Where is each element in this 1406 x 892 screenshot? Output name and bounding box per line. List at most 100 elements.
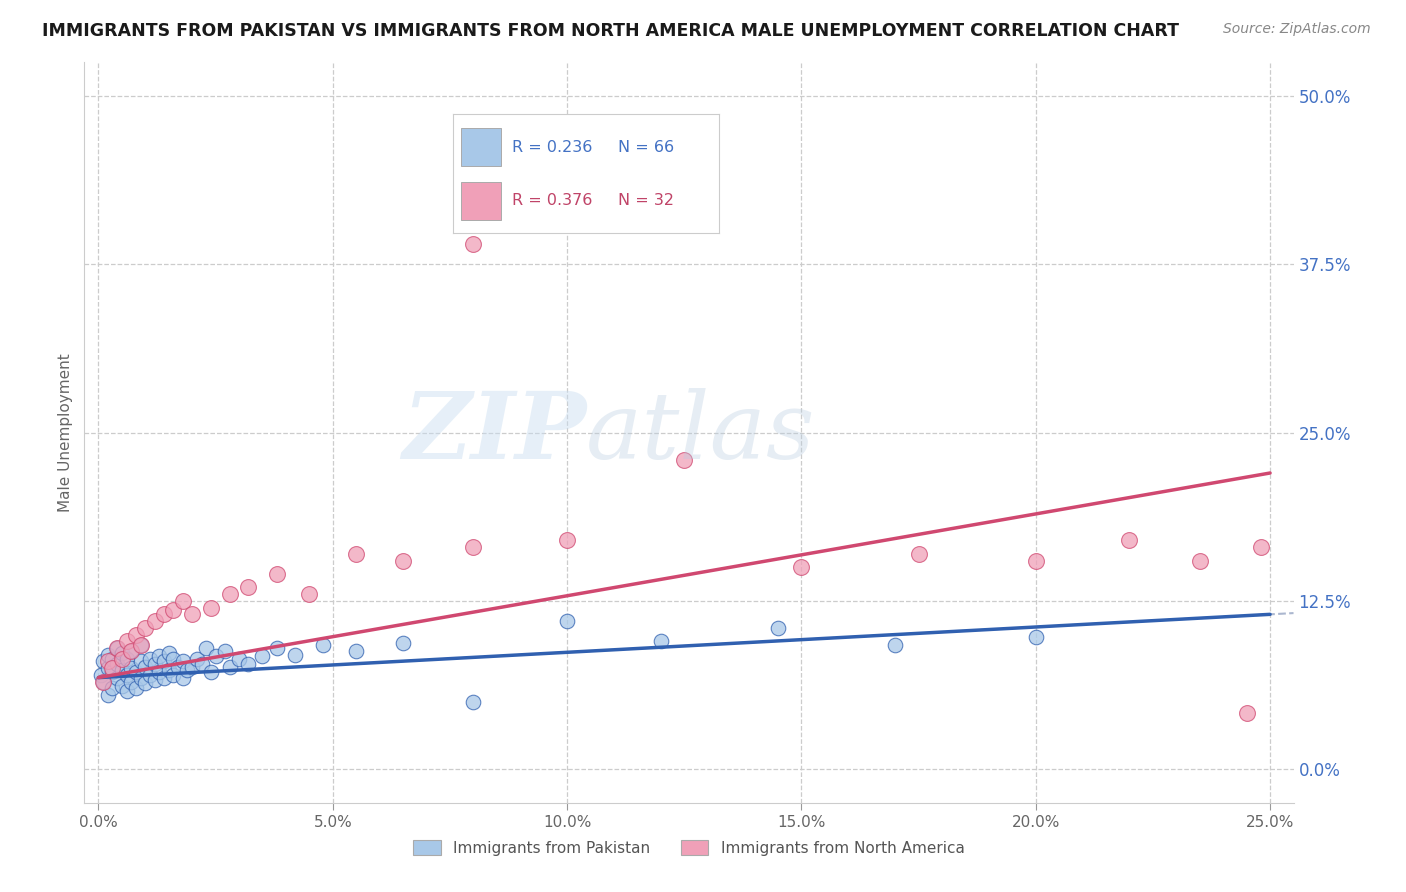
- Point: [284, 648, 307, 662]
- Point: [204, 649, 226, 664]
- Point: [1118, 533, 1140, 548]
- Point: [105, 671, 128, 685]
- Point: [162, 652, 184, 666]
- Point: [97, 688, 120, 702]
- Point: [153, 655, 176, 669]
- Point: [105, 640, 128, 655]
- Point: [463, 237, 485, 252]
- Point: [134, 621, 156, 635]
- Point: [463, 540, 485, 554]
- Point: [153, 671, 176, 685]
- Point: [172, 655, 194, 669]
- Point: [176, 663, 198, 677]
- Point: [218, 587, 240, 601]
- Point: [129, 638, 152, 652]
- Point: [111, 646, 134, 660]
- Point: [1025, 630, 1047, 644]
- Point: [228, 652, 250, 666]
- Point: [172, 594, 194, 608]
- Point: [344, 643, 367, 657]
- Point: [115, 652, 138, 666]
- Point: [907, 547, 929, 561]
- Point: [266, 640, 288, 655]
- Point: [90, 668, 112, 682]
- Point: [162, 668, 184, 682]
- Point: [162, 603, 184, 617]
- Point: [101, 652, 124, 666]
- Point: [111, 652, 134, 666]
- Point: [125, 681, 148, 696]
- Point: [139, 652, 162, 666]
- Point: [101, 661, 124, 675]
- Point: [238, 581, 260, 595]
- Point: [298, 587, 321, 601]
- Point: [790, 560, 813, 574]
- Point: [120, 674, 142, 689]
- Point: [111, 663, 134, 677]
- Point: [134, 660, 156, 674]
- Point: [157, 646, 180, 660]
- Point: [134, 676, 156, 690]
- Point: [115, 668, 138, 682]
- Point: [1025, 553, 1047, 567]
- Point: [105, 640, 128, 655]
- Point: [143, 614, 166, 628]
- Point: [91, 674, 114, 689]
- Point: [157, 663, 180, 677]
- Point: [200, 665, 222, 680]
- Point: [91, 655, 114, 669]
- Point: [115, 634, 138, 648]
- Point: [463, 695, 485, 709]
- Point: [266, 566, 288, 581]
- Point: [195, 640, 218, 655]
- Point: [101, 665, 124, 680]
- Point: [1188, 553, 1211, 567]
- Text: ZIP: ZIP: [402, 388, 586, 477]
- Point: [97, 661, 120, 675]
- Point: [884, 638, 907, 652]
- Point: [129, 671, 152, 685]
- Point: [1236, 706, 1258, 720]
- Point: [148, 649, 170, 664]
- Point: [214, 643, 236, 657]
- Point: [673, 452, 696, 467]
- Point: [111, 679, 134, 693]
- Point: [129, 638, 152, 652]
- Point: [766, 621, 789, 635]
- Point: [143, 673, 166, 688]
- Point: [650, 634, 672, 648]
- Text: atlas: atlas: [586, 388, 815, 477]
- Point: [101, 681, 124, 696]
- Point: [186, 652, 208, 666]
- Point: [190, 657, 212, 672]
- Point: [125, 627, 148, 641]
- Point: [555, 614, 578, 628]
- Point: [392, 635, 415, 649]
- Point: [115, 684, 138, 698]
- Point: [200, 600, 222, 615]
- Point: [392, 553, 415, 567]
- Point: [181, 660, 204, 674]
- Point: [97, 648, 120, 662]
- Y-axis label: Male Unemployment: Male Unemployment: [58, 353, 73, 512]
- Point: [139, 668, 162, 682]
- Text: IMMIGRANTS FROM PAKISTAN VS IMMIGRANTS FROM NORTH AMERICA MALE UNEMPLOYMENT CORR: IMMIGRANTS FROM PAKISTAN VS IMMIGRANTS F…: [42, 22, 1180, 40]
- Point: [120, 661, 142, 675]
- Text: Source: ZipAtlas.com: Source: ZipAtlas.com: [1223, 22, 1371, 37]
- Point: [1250, 540, 1272, 554]
- Point: [120, 643, 142, 657]
- Point: [218, 660, 240, 674]
- Point: [105, 657, 128, 672]
- Point: [172, 671, 194, 685]
- Point: [181, 607, 204, 622]
- Point: [143, 657, 166, 672]
- Point: [91, 674, 114, 689]
- Point: [148, 665, 170, 680]
- Point: [97, 655, 120, 669]
- Point: [238, 657, 260, 672]
- Point: [344, 547, 367, 561]
- Legend: Immigrants from Pakistan, Immigrants from North America: Immigrants from Pakistan, Immigrants fro…: [408, 834, 970, 862]
- Point: [312, 638, 335, 652]
- Point: [252, 649, 274, 664]
- Point: [129, 655, 152, 669]
